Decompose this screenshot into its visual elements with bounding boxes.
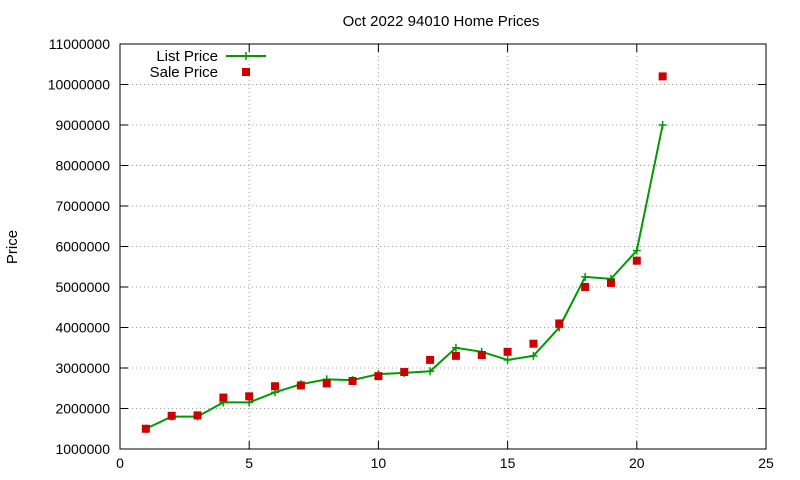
sale-price-point — [400, 368, 409, 377]
list-price-point — [529, 351, 538, 360]
y-tick-label: 10000000 — [48, 77, 111, 93]
sale-price-point — [606, 278, 615, 287]
sale-price-point — [271, 382, 280, 391]
sale-price-point — [581, 283, 590, 291]
sale-price-point — [322, 379, 331, 388]
legend-marker — [242, 68, 250, 76]
y-tick-label: 6000000 — [55, 239, 110, 255]
sale-price-point — [503, 347, 512, 356]
legend-marker — [242, 52, 250, 60]
sale-price-point — [245, 392, 254, 401]
sale-price-point — [426, 355, 435, 364]
x-tick-label: 0 — [116, 455, 124, 471]
list-price-point — [581, 272, 590, 281]
y-tick-label: 8000000 — [55, 158, 110, 174]
x-axis-ticks: 0 5 10 15 20 25 — [116, 44, 774, 471]
sale-price-point — [555, 319, 564, 328]
y-tick-label: 4000000 — [55, 320, 110, 336]
sale-price-point — [141, 424, 150, 433]
y-axis-label: Price — [4, 230, 21, 264]
sale-price-point — [167, 411, 176, 420]
grid-lines — [120, 44, 766, 449]
sale-price-point — [193, 411, 202, 420]
y-tick-label: 7000000 — [55, 198, 110, 214]
sale-price-point — [348, 376, 357, 385]
y-axis-ticks: 1000000 2000000 3000000 4000000 5000000 60000… — [48, 36, 766, 457]
series-list-price — [141, 121, 667, 433]
series-layer — [141, 72, 667, 433]
x-tick-label: 5 — [245, 455, 253, 471]
list-price-point — [426, 367, 435, 376]
legend-label: List Price — [156, 48, 218, 65]
y-tick-label: 3000000 — [55, 360, 110, 376]
y-tick-label: 11000000 — [49, 36, 110, 52]
y-tick-label: 9000000 — [55, 117, 110, 133]
x-tick-label: 20 — [629, 455, 645, 471]
sale-price-point — [219, 393, 228, 402]
list-price-point — [451, 343, 460, 352]
y-tick-label: 5000000 — [55, 279, 110, 295]
sale-price-point — [632, 256, 641, 265]
sale-price-point — [529, 339, 538, 348]
chart-title: Oct 2022 94010 Home Prices — [343, 13, 540, 30]
x-tick-label: 15 — [500, 455, 516, 471]
sale-price-point — [296, 381, 305, 390]
sale-price-point — [451, 351, 460, 360]
sale-price-point — [658, 72, 667, 81]
sale-price-point — [477, 351, 486, 360]
y-tick-label: 2000000 — [55, 401, 110, 417]
x-tick-label: 10 — [371, 455, 387, 471]
sale-price-point — [374, 372, 383, 381]
series-sale-price — [141, 72, 667, 433]
y-tick-label: 1000000 — [55, 441, 110, 457]
list-price-point — [632, 246, 641, 255]
legend-label: Sale Price — [150, 64, 218, 81]
x-tick-label: 25 — [758, 455, 774, 471]
list-price-point — [503, 355, 512, 364]
list-price-point — [658, 121, 667, 129]
